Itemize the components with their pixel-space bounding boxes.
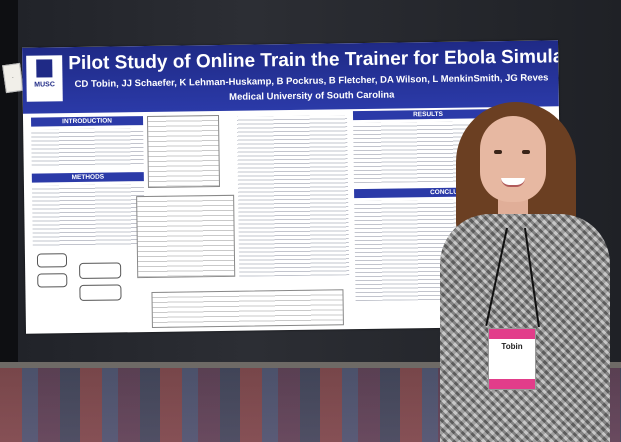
eye (522, 150, 530, 154)
introduction-text (31, 128, 144, 168)
face (480, 116, 546, 202)
methods-text (31, 184, 145, 248)
eye (494, 150, 502, 154)
badge-stripe (489, 329, 535, 339)
wall-sticker: · (2, 62, 24, 94)
badge-stripe (489, 379, 535, 389)
flow-box (79, 262, 122, 279)
presenter: Tobin (420, 96, 620, 442)
results-text (237, 115, 350, 277)
section-introduction: INTRODUCTION (31, 116, 144, 127)
results-table (146, 115, 220, 189)
flow-box (37, 273, 68, 288)
flow-box (79, 284, 122, 301)
logo-text: MUSC (34, 81, 55, 89)
poster-stand (0, 0, 18, 442)
name-badge: Tobin (488, 328, 536, 390)
section-methods: METHODS (31, 172, 144, 183)
results-table (136, 194, 236, 279)
flow-box (36, 253, 68, 268)
results-table (151, 289, 344, 328)
badge-name: Tobin (501, 342, 523, 351)
floor-edge (0, 362, 621, 370)
musc-logo-icon: MUSC (26, 55, 63, 102)
smile (501, 178, 525, 187)
poster-title: Pilot Study of Online Train the Trainer … (68, 45, 562, 75)
logo-mark (36, 59, 53, 78)
